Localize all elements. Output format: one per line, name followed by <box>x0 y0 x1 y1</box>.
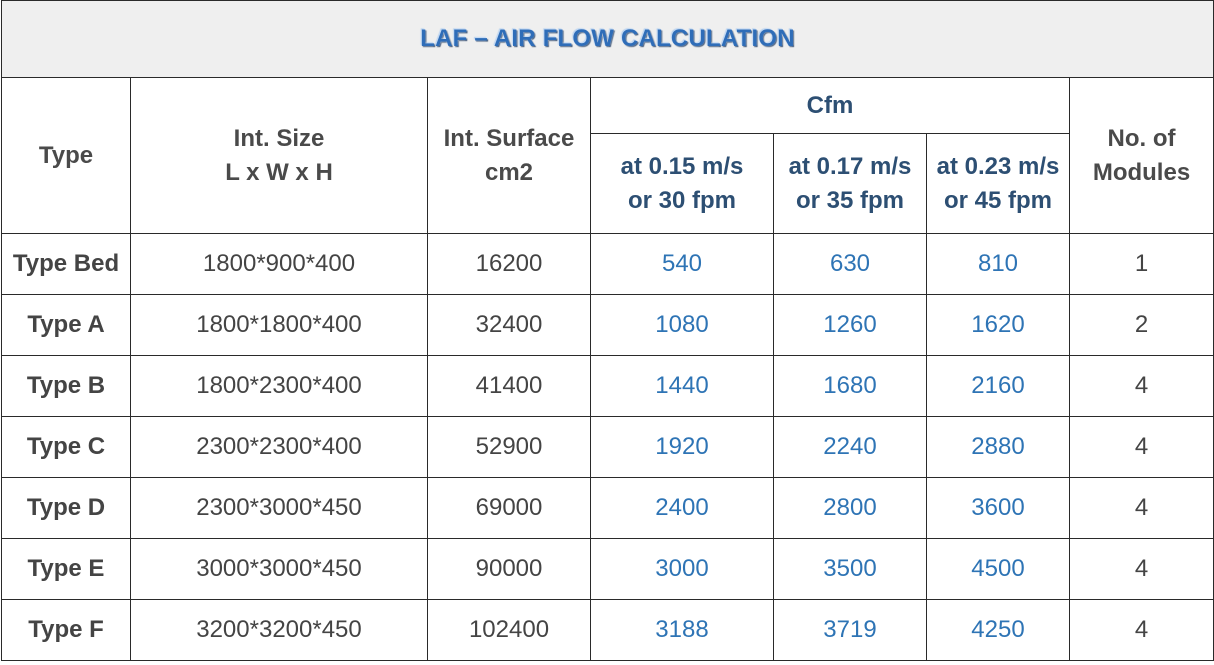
data-row: Type B 1800*2300*400 41400 1440 1680 2160 4 <box>1 355 1214 417</box>
cfm-header: Cfm <box>590 77 1070 134</box>
table-cell: 2 <box>1069 294 1214 356</box>
data-row: Type E 3000*3000*450 90000 3000 3500 4500 4 <box>1 538 1214 600</box>
table-cell: 4250 <box>926 599 1070 661</box>
header-line: Int. Surface <box>443 124 575 152</box>
table-cell: 3600 <box>926 477 1070 539</box>
surface-header: Int. Surface cm2 <box>427 77 591 234</box>
title-cell: LAF – AIR FLOW CALCULATION <box>1 0 1214 78</box>
table-cell: 2160 <box>926 355 1070 417</box>
table-cell: 3500 <box>773 538 927 600</box>
table-cell: 52900 <box>427 416 591 478</box>
header-line: Modules <box>1092 158 1191 186</box>
header-line: Int. Size <box>233 124 325 152</box>
table-cell: 630 <box>773 233 927 295</box>
table-cell: Type E <box>1 538 131 600</box>
table-cell: 90000 <box>427 538 591 600</box>
header-line: or 30 fpm <box>627 186 737 214</box>
table-cell: 1260 <box>773 294 927 356</box>
table-cell: 69000 <box>427 477 591 539</box>
table-cell: 1440 <box>590 355 774 417</box>
data-row: Type Bed 1800*900*400 16200 540 630 810 1 <box>1 233 1214 295</box>
table-cell: 4 <box>1069 599 1214 661</box>
type-header: Type <box>1 77 131 234</box>
table-cell: Type F <box>1 599 131 661</box>
table-cell: 41400 <box>427 355 591 417</box>
header-line: No. of <box>1107 124 1176 152</box>
table-cell: 1 <box>1069 233 1214 295</box>
table-cell: 2800 <box>773 477 927 539</box>
header-line: at 0.23 m/s <box>936 152 1060 180</box>
table-cell: 2400 <box>590 477 774 539</box>
title: LAF – AIR FLOW CALCULATION <box>420 25 795 52</box>
table-cell: 2880 <box>926 416 1070 478</box>
table-cell: Type B <box>1 355 131 417</box>
table-cell: 540 <box>590 233 774 295</box>
size-header: Int. Size L x W x H <box>130 77 428 234</box>
table-cell: 2300*3000*450 <box>130 477 428 539</box>
table-cell: 4 <box>1069 477 1214 539</box>
table-cell: 4 <box>1069 416 1214 478</box>
table-cell: 16200 <box>427 233 591 295</box>
table-cell: Type A <box>1 294 131 356</box>
table-cell: 3719 <box>773 599 927 661</box>
table-cell: Type Bed <box>1 233 131 295</box>
header-row: Type Int. Size L x W x H Int. Surface cm2 Cfm… <box>1 77 1214 234</box>
table-cell: 3000 <box>590 538 774 600</box>
modules-header: No. of Modules <box>1069 77 1214 234</box>
table-cell: 4 <box>1069 538 1214 600</box>
table-cell: 1080 <box>590 294 774 356</box>
cfm-subheader: at 0.15 m/s or 30 fpm <box>590 133 774 234</box>
data-row: Type D 2300*3000*450 69000 2400 2800 3600 4 <box>1 477 1214 539</box>
table-cell: 1800*900*400 <box>130 233 428 295</box>
table-cell: 1920 <box>590 416 774 478</box>
data-row: Type F 3200*3200*450 102400 3188 3719 4250 4 <box>1 599 1214 661</box>
table-cell: Type D <box>1 477 131 539</box>
header-line: at 0.15 m/s <box>620 152 744 180</box>
data-row: Type A 1800*1800*400 32400 1080 1260 1620 2 <box>1 294 1214 356</box>
table-cell: 32400 <box>427 294 591 356</box>
table-cell: Type C <box>1 416 131 478</box>
header-line: or 45 fpm <box>943 186 1053 214</box>
table-cell: 3000*3000*450 <box>130 538 428 600</box>
table-cell: 102400 <box>427 599 591 661</box>
table-cell: 2300*2300*400 <box>130 416 428 478</box>
table-cell: 4 <box>1069 355 1214 417</box>
cfm-subheader: at 0.23 m/s or 45 fpm <box>926 133 1070 234</box>
table-cell: 2240 <box>773 416 927 478</box>
data-row: Type C 2300*2300*400 52900 1920 2240 2880 4 <box>1 416 1214 478</box>
table-cell: 3188 <box>590 599 774 661</box>
table-cell: 1800*1800*400 <box>130 294 428 356</box>
cfm-subheader: at 0.17 m/s or 35 fpm <box>773 133 927 234</box>
table-cell: 3200*3200*450 <box>130 599 428 661</box>
header-line: or 35 fpm <box>795 186 905 214</box>
table-cell: 1620 <box>926 294 1070 356</box>
header-line: cm2 <box>484 158 534 186</box>
header-line: at 0.17 m/s <box>788 152 912 180</box>
table-cell: 4500 <box>926 538 1070 600</box>
header-line: L x W x H <box>225 158 333 186</box>
table-cell: 1680 <box>773 355 927 417</box>
table-cell: 1800*2300*400 <box>130 355 428 417</box>
table-cell: 810 <box>926 233 1070 295</box>
